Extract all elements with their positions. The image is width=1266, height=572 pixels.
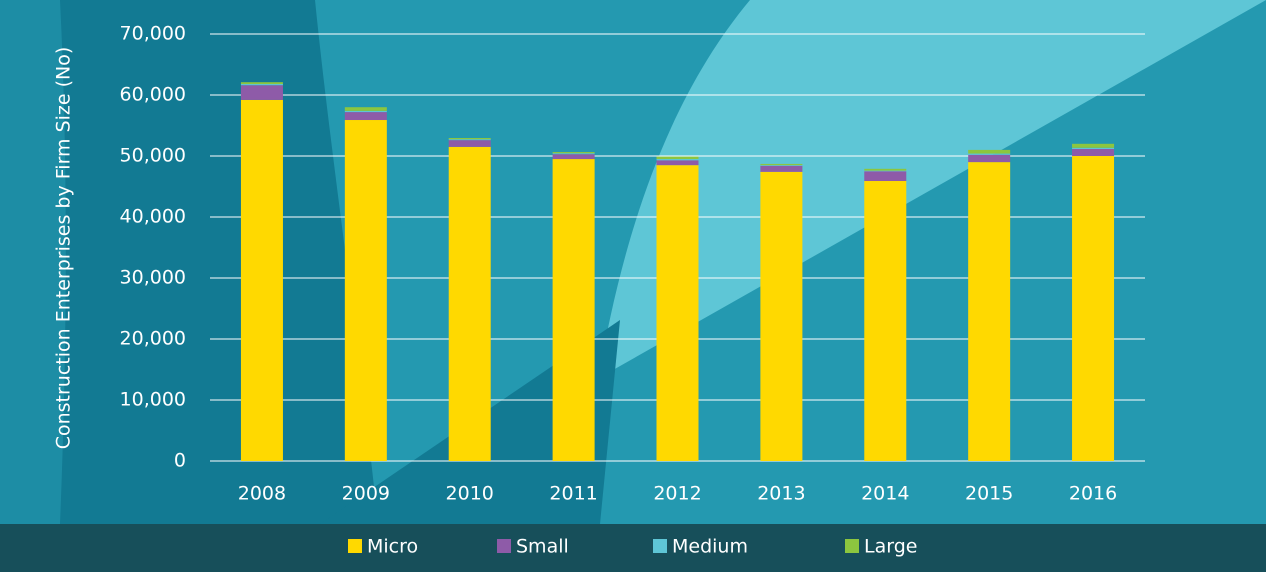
bar-segment <box>760 171 803 462</box>
bar-segment <box>864 168 907 171</box>
legend-band <box>0 524 1266 572</box>
bar-segment <box>656 165 699 461</box>
x-tick-label: 2008 <box>238 483 286 505</box>
bar-segment <box>760 165 803 166</box>
bar-segment <box>344 110 387 113</box>
bar-segment <box>448 139 491 141</box>
bar-segment <box>968 154 1011 163</box>
legend-swatch <box>653 539 667 553</box>
legend-label: Micro <box>367 536 418 558</box>
x-tick-label: 2012 <box>653 483 701 505</box>
bar-segment <box>344 107 387 111</box>
bar-segment <box>968 149 1011 154</box>
bar-segment <box>448 146 491 461</box>
legend-label: Medium <box>672 536 748 558</box>
y-tick-label: 10,000 <box>120 389 186 411</box>
y-tick-label: 20,000 <box>120 328 186 350</box>
x-tick-label: 2015 <box>965 483 1013 505</box>
background-shape <box>0 0 378 524</box>
y-tick-label: 40,000 <box>120 206 186 228</box>
bar-segment <box>240 99 283 461</box>
bar-segment <box>656 160 699 166</box>
bar-segment <box>968 153 1011 155</box>
bar-segment <box>344 112 387 121</box>
bar-segment <box>760 165 803 172</box>
x-tick-label: 2010 <box>446 483 494 505</box>
bar-segment <box>864 181 907 461</box>
legend-swatch <box>497 539 511 553</box>
bar-segment <box>552 154 595 160</box>
bar-segment <box>864 170 907 172</box>
bar-segment <box>968 162 1011 461</box>
legend-label: Small <box>516 536 569 558</box>
bar-segment <box>240 82 283 85</box>
bar-segment <box>864 171 907 182</box>
x-tick-label: 2014 <box>861 483 909 505</box>
y-axis-label: Construction Enterprises by Firm Size (N… <box>53 47 75 450</box>
bar-segment <box>552 152 595 154</box>
legend-swatch <box>845 539 859 553</box>
y-tick-label: 60,000 <box>120 84 186 106</box>
legend-swatch <box>348 539 362 553</box>
bar-segment <box>1072 156 1115 461</box>
legend-label: Large <box>864 536 917 558</box>
y-tick-label: 70,000 <box>120 23 186 45</box>
background-shape <box>560 0 1266 524</box>
bar-segment <box>344 120 387 461</box>
bar-segment <box>240 84 283 86</box>
bar-segment <box>448 140 491 147</box>
bar-segment <box>448 138 491 140</box>
bar-segment <box>760 163 803 166</box>
bar-segment <box>656 156 699 160</box>
background-shape <box>0 0 66 524</box>
bar-segment <box>656 159 699 161</box>
x-tick-label: 2016 <box>1069 483 1117 505</box>
bar-segment <box>552 159 595 462</box>
x-tick-label: 2013 <box>757 483 805 505</box>
y-tick-label: 0 <box>174 450 186 472</box>
bar-segment <box>240 85 283 100</box>
bar-segment <box>1072 147 1115 149</box>
y-tick-label: 30,000 <box>120 267 186 289</box>
bar-segment <box>1072 143 1115 148</box>
bar-segment <box>1072 148 1115 156</box>
bar-segment <box>552 153 595 155</box>
y-tick-label: 50,000 <box>120 145 186 167</box>
x-tick-label: 2011 <box>549 483 597 505</box>
x-tick-label: 2009 <box>342 483 390 505</box>
